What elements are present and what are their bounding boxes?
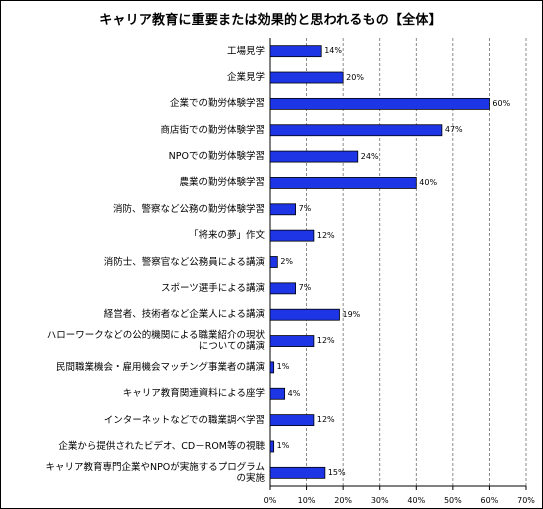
value-label: 40% xyxy=(419,177,438,187)
category-label: 工場見学 xyxy=(226,45,265,57)
bar xyxy=(269,229,315,242)
category-label: インターネットなどでの職業調べ学習 xyxy=(103,414,265,426)
x-tick-label: 50% xyxy=(443,496,462,505)
category-label: 企業見学 xyxy=(226,72,265,84)
value-label: 20% xyxy=(346,72,364,82)
bar xyxy=(269,335,315,347)
category-label: 「将来の夢」作文 xyxy=(188,230,265,242)
value-label: 1% xyxy=(276,441,290,451)
bar xyxy=(269,203,297,216)
category-label: 商店街での勤労体験学習 xyxy=(160,124,265,136)
category-label: NPOでの勤労体験学習 xyxy=(168,151,265,163)
x-tick-label: 30% xyxy=(370,496,389,505)
value-label: 2% xyxy=(280,257,294,266)
chart-title: キャリア教育に重要または効果的と思われるもの【全体】 xyxy=(99,13,442,28)
value-label: 12% xyxy=(316,415,335,425)
bar xyxy=(269,466,326,479)
bar xyxy=(269,256,278,268)
bar xyxy=(269,150,359,163)
category-label: 民間職業機会・雇用機会マッチング事業者の講演 xyxy=(55,361,265,373)
category-label: ハローワークなどの公的機関による職業紹介の現状 についての講演 xyxy=(46,330,265,353)
bar xyxy=(269,387,286,400)
value-label: 47% xyxy=(444,125,463,135)
category-label: キャリア教育専門企業やNPOが実施するプログラム の実施 xyxy=(45,461,265,484)
value-label: 19% xyxy=(342,309,361,319)
value-label: 12% xyxy=(316,336,335,346)
value-label: 1% xyxy=(276,362,290,372)
category-label: 消防、警察など公務の勤労体験学習 xyxy=(112,203,265,215)
x-tick-label: 10% xyxy=(297,496,316,505)
bar xyxy=(269,71,344,84)
category-label: 農業の勤労体験学習 xyxy=(179,177,265,189)
value-label: 4% xyxy=(287,388,301,398)
value-label: 14% xyxy=(324,46,342,56)
category-label: キャリア教育関連資料による座学 xyxy=(122,388,265,400)
bar xyxy=(269,308,340,321)
value-label: 12% xyxy=(316,230,335,240)
bar xyxy=(269,440,275,453)
x-tick-label: 60% xyxy=(480,496,499,505)
category-label: 企業から提供されたビデオ、CD－ROM等の視聴 xyxy=(58,440,265,452)
value-label: 24% xyxy=(360,151,379,161)
x-tick-label: 70% xyxy=(517,496,535,505)
category-label: 消防士、警察官など公務員による講演 xyxy=(103,256,265,268)
bar xyxy=(269,177,417,189)
bar xyxy=(269,361,275,374)
bar xyxy=(269,45,322,58)
x-tick-label: 20% xyxy=(334,496,353,505)
x-tick-label: 40% xyxy=(407,496,426,505)
value-label: 7% xyxy=(298,204,312,214)
category-label: 企業での勤労体験学習 xyxy=(169,98,265,110)
bar xyxy=(269,414,315,427)
bar xyxy=(269,97,490,110)
value-label: 15% xyxy=(327,467,346,477)
bar xyxy=(269,282,297,295)
x-tick-label: 0% xyxy=(263,496,277,505)
value-label: 60% xyxy=(492,98,511,108)
category-label: スポーツ選手による講演 xyxy=(160,282,265,294)
category-label: 経営者、技術者など企業人による講演 xyxy=(103,309,265,321)
value-label: 7% xyxy=(298,283,312,293)
bar xyxy=(269,124,443,137)
